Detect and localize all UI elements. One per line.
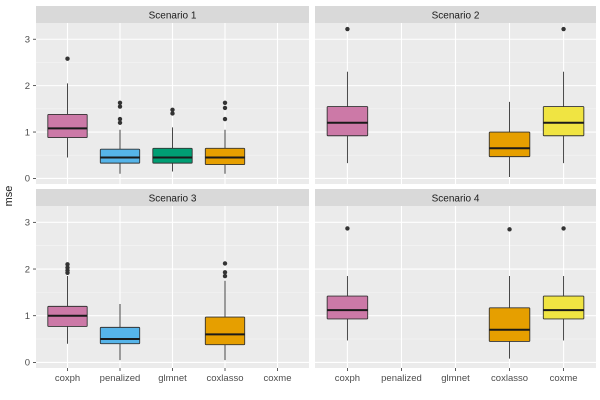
- outlier-point: [507, 227, 512, 232]
- x-tick-label: glmnet: [158, 373, 187, 384]
- box-coxlasso: [204, 100, 246, 174]
- outlier-point: [65, 262, 70, 267]
- box-coxph: [326, 226, 369, 341]
- box-body: [47, 113, 88, 139]
- y-tick-label: 1: [25, 311, 30, 322]
- box-coxph: [47, 262, 88, 344]
- y-tick-label: 3: [25, 218, 30, 229]
- outlier-point: [117, 100, 123, 106]
- facet-panel: Scenario 1 0 1 2 3: [25, 6, 309, 185]
- x-tick-label: penalized: [100, 373, 141, 384]
- x-tick-label: coxlasso: [491, 373, 528, 384]
- outlier-point: [65, 56, 70, 61]
- facet-strip: [36, 6, 309, 23]
- box-body: [488, 131, 531, 158]
- x-tick-label: coxlasso: [207, 373, 244, 384]
- outlier-point: [117, 120, 123, 125]
- box-penalized: [99, 304, 141, 361]
- box-body: [204, 147, 246, 165]
- y-tick-label: 0: [25, 174, 30, 185]
- x-axis: coxph penalized glmnet coxlasso coxme coxph pe…: [55, 368, 578, 384]
- outlier-point: [170, 111, 175, 116]
- facet-panel: Scenario 3 0 1 2 3: [25, 189, 309, 369]
- outlier-point: [222, 270, 228, 275]
- facet-strip: [315, 6, 596, 23]
- outlier-point: [222, 105, 228, 111]
- y-tick-label: 2: [25, 264, 30, 275]
- facet-title: Scenario 3: [149, 194, 197, 205]
- outlier-point: [222, 100, 228, 106]
- facet-strip: [315, 189, 596, 206]
- facet-panel: Scenario 2: [315, 6, 596, 184]
- box-body: [326, 295, 369, 320]
- outlier-point: [65, 265, 70, 270]
- box-coxlasso: [488, 227, 531, 359]
- box-body: [99, 326, 141, 345]
- box-coxlasso: [204, 261, 246, 361]
- outlier-point: [117, 116, 123, 122]
- x-tick-label: penalized: [381, 373, 422, 384]
- x-tick-label: coxme: [264, 373, 292, 384]
- box-body: [542, 106, 585, 137]
- facet-title: Scenario 2: [432, 11, 480, 22]
- x-tick-label: glmnet: [441, 373, 470, 384]
- outlier-point: [561, 26, 566, 32]
- outlier-point: [222, 273, 228, 279]
- box-body: [326, 106, 369, 137]
- box-coxlasso: [488, 101, 531, 178]
- y-tick-label: 0: [25, 358, 30, 369]
- x-tick-label: coxme: [550, 373, 578, 384]
- box-body: [204, 316, 246, 346]
- box-body: [542, 295, 585, 320]
- x-tick-label: coxph: [55, 373, 80, 384]
- box-penalized: [99, 100, 141, 174]
- x-tick-label: coxph: [335, 373, 360, 384]
- facet-title: Scenario 4: [432, 194, 480, 205]
- y-tick-label: 1: [25, 127, 30, 138]
- outlier-point: [345, 226, 350, 231]
- facet-title: Scenario 1: [149, 11, 197, 22]
- box-coxme: [542, 226, 585, 341]
- box-body: [152, 147, 193, 164]
- facet-panel: Scenario 4: [315, 189, 596, 368]
- y-axis-title: mse: [3, 186, 15, 207]
- outlier-point: [345, 26, 350, 32]
- outlier-point: [222, 261, 228, 266]
- box-body: [488, 307, 531, 342]
- y-tick-label: 2: [25, 81, 30, 92]
- outlier-point: [117, 104, 123, 109]
- box-coxph: [47, 56, 88, 158]
- outlier-point: [222, 116, 228, 122]
- outlier-point: [170, 107, 175, 112]
- box-glmnet: [152, 107, 193, 172]
- box-coxph: [326, 26, 369, 164]
- y-tick-label: 3: [25, 35, 30, 46]
- box-coxme: [542, 26, 585, 164]
- outlier-point: [561, 226, 566, 231]
- box-body: [99, 148, 141, 164]
- facet-strip: [36, 189, 309, 206]
